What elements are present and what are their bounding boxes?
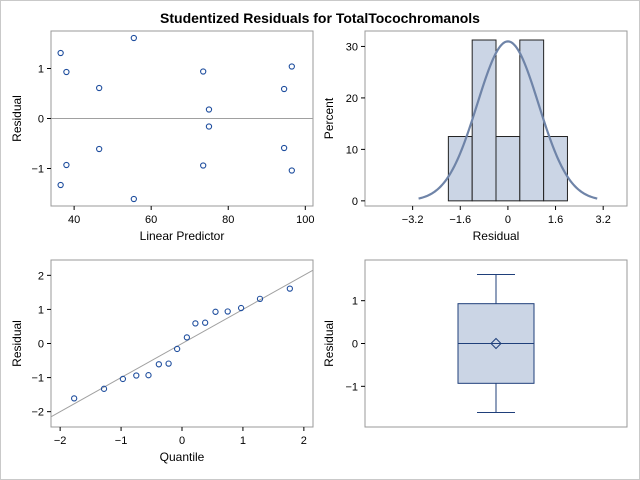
data-point: [192, 320, 199, 327]
y-tick-label: 0: [38, 339, 44, 351]
data-point: [96, 145, 103, 153]
data-point: [165, 360, 172, 367]
x-tick-label: 0: [505, 214, 511, 226]
y-tick-label: 0: [38, 114, 44, 126]
histogram-bar: [495, 136, 521, 202]
x-axis-label: Linear Predictor: [140, 229, 225, 243]
y-axis-label: Percent: [322, 97, 336, 139]
data-point: [133, 372, 140, 379]
y-axis-label: Residual: [10, 320, 24, 367]
y-tick-label: 2: [38, 270, 44, 282]
figure-title: Studentized Residuals for TotalTocochrom…: [160, 10, 480, 26]
histogram-bar: [471, 39, 497, 202]
x-tick-label: 2: [301, 435, 307, 447]
x-tick-label: −2: [54, 435, 67, 447]
data-point: [57, 49, 64, 57]
histogram-bar: [543, 136, 568, 202]
y-tick-label: 30: [346, 41, 358, 53]
data-point: [280, 144, 288, 152]
x-tick-label: −1.6: [449, 214, 471, 226]
data-point: [280, 85, 288, 93]
data-point: [286, 285, 293, 292]
y-tick-label: 1: [352, 296, 358, 308]
y-tick-label: −2: [31, 407, 44, 419]
x-tick-label: −3.2: [402, 214, 424, 226]
y-tick-label: 20: [346, 93, 358, 105]
x-tick-label: −1: [115, 435, 128, 447]
data-point: [100, 385, 108, 392]
y-tick-label: 1: [38, 304, 44, 316]
x-tick-label: 80: [222, 214, 234, 226]
x-tick-label: 100: [296, 214, 314, 226]
data-point: [71, 395, 78, 402]
y-tick-label: 10: [346, 144, 358, 156]
y-tick-label: −1: [31, 373, 44, 385]
x-axis-label: Residual: [473, 229, 520, 243]
data-point: [173, 345, 181, 353]
data-point: [155, 361, 162, 368]
data-point: [200, 162, 207, 169]
data-point: [130, 34, 137, 42]
data-point: [205, 123, 213, 130]
data-point: [212, 308, 219, 315]
data-point: [63, 161, 70, 169]
data-point: [130, 195, 137, 203]
x-tick-label: 40: [68, 214, 80, 226]
data-point: [256, 295, 264, 303]
data-point: [145, 372, 152, 379]
data-point: [202, 319, 209, 326]
plot-area-frame: [364, 30, 628, 207]
y-tick-label: −1: [345, 381, 358, 393]
data-point: [224, 308, 231, 315]
y-axis-label: Residual: [10, 95, 24, 142]
y-tick-label: −1: [31, 164, 44, 176]
data-point: [96, 84, 103, 92]
x-axis-label: Quantile: [160, 450, 205, 464]
data-point: [205, 106, 213, 113]
normal-density-curve: [418, 40, 598, 200]
x-tick-label: 1: [240, 435, 246, 447]
y-tick-label: 0: [352, 196, 358, 208]
x-tick-label: 60: [145, 214, 157, 226]
data-point: [119, 375, 127, 383]
data-point: [57, 181, 64, 189]
x-tick-label: 0: [179, 435, 185, 447]
y-axis-label: Residual: [322, 320, 336, 367]
data-point: [237, 304, 245, 312]
data-point: [63, 68, 70, 76]
mean-marker: [490, 337, 502, 350]
data-point: [183, 334, 191, 341]
data-point: [288, 63, 295, 70]
x-tick-label: 3.2: [596, 214, 611, 226]
y-tick-label: 1: [38, 64, 44, 76]
histogram-bar: [519, 39, 545, 202]
data-point: [288, 167, 295, 174]
x-tick-label: 1.6: [548, 214, 563, 226]
data-point: [200, 68, 207, 75]
qq-reference-line: [50, 269, 314, 418]
y-tick-label: 0: [352, 339, 358, 351]
